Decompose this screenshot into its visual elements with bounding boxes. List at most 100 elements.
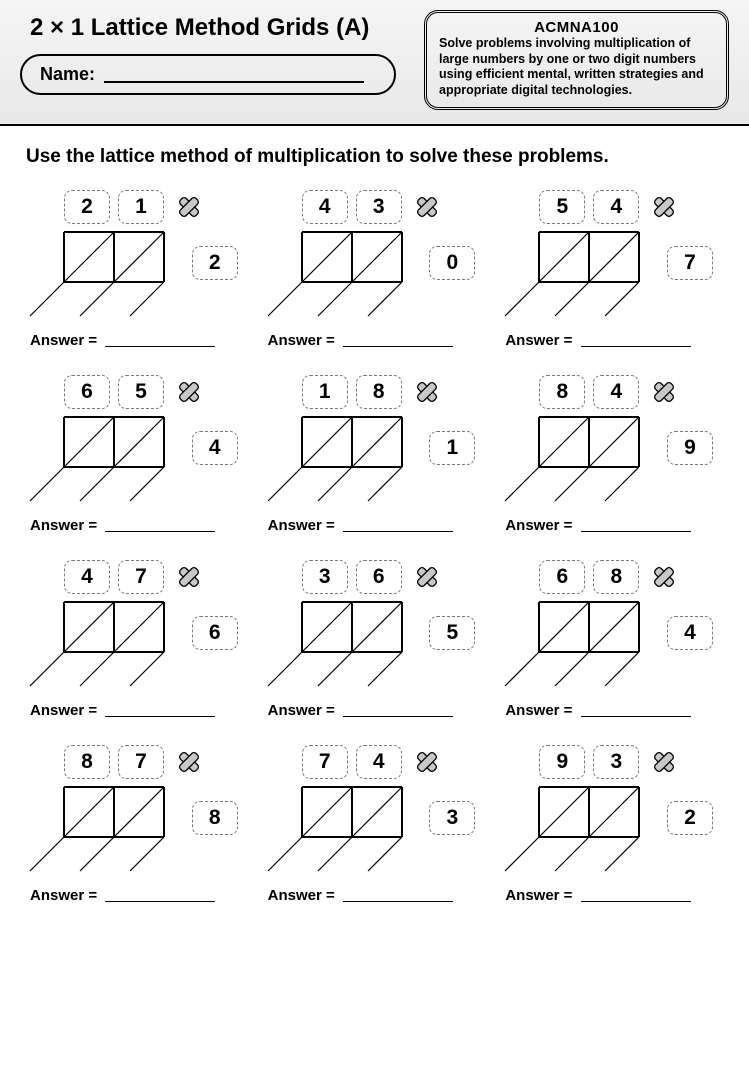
answer-line: Answer = [30, 702, 246, 719]
top-digit: 6 [64, 375, 110, 409]
problem: 1 8 1 Answer = [266, 375, 484, 534]
multiply-icon [176, 379, 202, 405]
side-digit: 3 [429, 801, 475, 835]
answer-label: Answer = [268, 332, 335, 349]
name-label: Name: [40, 64, 95, 84]
side-digit: 8 [192, 801, 238, 835]
multiply-icon [414, 749, 440, 775]
top-digit: 1 [302, 375, 348, 409]
answer-line: Answer = [268, 332, 484, 349]
top-digits-row: 1 8 [302, 375, 484, 409]
answer-blank[interactable] [105, 889, 215, 902]
multiply-icon [414, 564, 440, 590]
answer-line: Answer = [505, 702, 721, 719]
top-digit: 4 [593, 375, 639, 409]
multiply-icon [414, 194, 440, 220]
top-digit: 8 [539, 375, 585, 409]
side-digit: 9 [667, 431, 713, 465]
multiply-icon [651, 564, 677, 590]
top-digit: 4 [302, 190, 348, 224]
instruction: Use the lattice method of multiplication… [26, 146, 723, 168]
top-digit: 6 [356, 560, 402, 594]
problem: 6 8 4 Answer = [503, 560, 721, 719]
side-digit: 1 [429, 431, 475, 465]
top-digit: 4 [593, 190, 639, 224]
problem: 7 4 3 Answer = [266, 745, 484, 904]
standard-code: ACMNA100 [439, 19, 714, 36]
top-digits-row: 8 4 [539, 375, 721, 409]
top-digit: 8 [64, 745, 110, 779]
top-digits-row: 6 5 [64, 375, 246, 409]
top-digit: 5 [118, 375, 164, 409]
lattice-grid [28, 783, 172, 877]
answer-label: Answer = [505, 702, 572, 719]
answer-blank[interactable] [581, 704, 691, 717]
answer-blank[interactable] [581, 519, 691, 532]
problem: 3 6 5 Answer = [266, 560, 484, 719]
lattice-grid [28, 413, 172, 507]
top-digit: 7 [118, 745, 164, 779]
answer-line: Answer = [505, 887, 721, 904]
answer-blank[interactable] [581, 889, 691, 902]
top-digit: 9 [539, 745, 585, 779]
side-digit: 2 [667, 801, 713, 835]
top-digits-row: 5 4 [539, 190, 721, 224]
lattice-grid [266, 413, 410, 507]
lattice-grid [28, 598, 172, 692]
top-digits-row: 4 3 [302, 190, 484, 224]
top-digit: 5 [539, 190, 585, 224]
answer-line: Answer = [30, 517, 246, 534]
answer-line: Answer = [505, 517, 721, 534]
answer-blank[interactable] [105, 704, 215, 717]
answer-label: Answer = [268, 887, 335, 904]
side-digit: 4 [667, 616, 713, 650]
answer-line: Answer = [268, 517, 484, 534]
multiply-icon [176, 194, 202, 220]
answer-line: Answer = [30, 887, 246, 904]
answer-line: Answer = [268, 702, 484, 719]
side-digit: 4 [192, 431, 238, 465]
top-digit: 7 [302, 745, 348, 779]
top-digits-row: 2 1 [64, 190, 246, 224]
lattice-grid [266, 228, 410, 322]
lattice-grid [503, 228, 647, 322]
name-field[interactable]: Name: [20, 54, 396, 95]
answer-label: Answer = [505, 517, 572, 534]
multiply-icon [414, 379, 440, 405]
answer-blank[interactable] [105, 519, 215, 532]
name-blank[interactable] [104, 67, 364, 83]
multiply-icon [176, 564, 202, 590]
side-digit: 2 [192, 246, 238, 280]
top-digit: 7 [118, 560, 164, 594]
answer-blank[interactable] [581, 334, 691, 347]
problem: 9 3 2 Answer = [503, 745, 721, 904]
top-digit: 4 [64, 560, 110, 594]
answer-blank[interactable] [343, 519, 453, 532]
answer-blank[interactable] [105, 334, 215, 347]
multiply-icon [176, 749, 202, 775]
lattice-grid [28, 228, 172, 322]
problem: 5 4 7 Answer = [503, 190, 721, 349]
top-digits-row: 4 7 [64, 560, 246, 594]
lattice-grid [503, 783, 647, 877]
answer-label: Answer = [268, 517, 335, 534]
top-digit: 6 [539, 560, 585, 594]
answer-label: Answer = [30, 332, 97, 349]
multiply-icon [651, 194, 677, 220]
top-digits-row: 9 3 [539, 745, 721, 779]
answer-blank[interactable] [343, 334, 453, 347]
side-digit: 6 [192, 616, 238, 650]
answer-blank[interactable] [343, 704, 453, 717]
problem: 2 1 2 Answer = [28, 190, 246, 349]
top-digit: 4 [356, 745, 402, 779]
top-digits-row: 3 6 [302, 560, 484, 594]
multiply-icon [651, 749, 677, 775]
problems-grid: 2 1 2 Answer = 4 3 [0, 190, 749, 904]
problem: 4 3 0 Answer = [266, 190, 484, 349]
standard-desc: Solve problems involving multiplication … [439, 36, 714, 99]
answer-line: Answer = [30, 332, 246, 349]
answer-blank[interactable] [343, 889, 453, 902]
lattice-grid [503, 598, 647, 692]
header-left: 2 × 1 Lattice Method Grids (A) Name: [20, 10, 412, 95]
answer-label: Answer = [30, 887, 97, 904]
